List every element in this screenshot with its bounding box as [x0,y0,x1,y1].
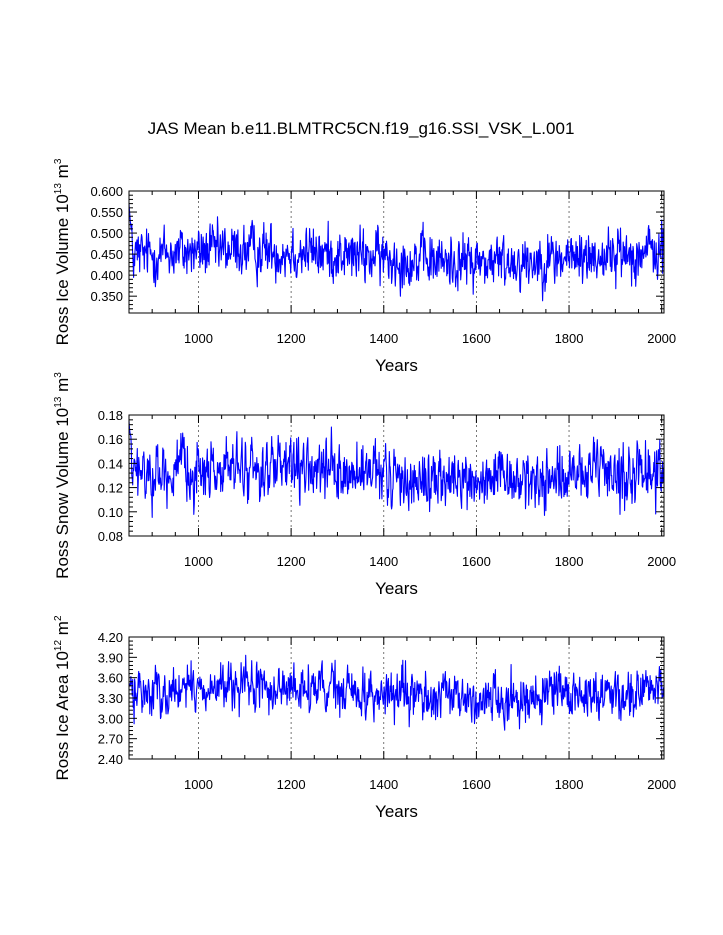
y-axis-title: Ross Snow Volume 1013 m3 [53,372,72,579]
series-line [128,421,665,518]
chart-title: JAS Mean b.e11.BLMTRC5CN.f19_g16.SSI_VSK… [148,119,575,138]
plot-frame [128,190,665,314]
series-line [128,654,665,731]
y-tick-label: 0.400 [90,268,123,283]
x-tick-label: 1400 [369,777,398,792]
panel-1: 1000 1200 1400 1600 1800 2000 0.350 0.400 0.450 0… [53,158,676,375]
x-tick-label: 1800 [555,777,584,792]
y-tick-label: 0.450 [90,247,123,262]
x-tick-label: 1200 [277,777,306,792]
y-tick-label: 0.14 [98,456,123,471]
y-tick-label: 3.30 [98,691,123,706]
x-tick-label: 2000 [647,554,676,569]
y-tick-label: 0.10 [98,505,123,520]
x-tick-label: 1000 [184,777,213,792]
y-tick-label: 0.16 [98,432,123,447]
y-tick-label: 0.600 [90,184,123,199]
y-tick-label: 4.20 [98,630,123,645]
x-axis-title: Years [375,579,418,598]
panel-3: 1000 1200 1400 1600 1800 2000 2.40 2.70 3.00 3.30… [53,615,676,821]
y-tick-label: 2.40 [98,752,123,767]
x-tick-label: 1800 [555,554,584,569]
x-axis-title: Years [375,802,418,821]
x-tick-label: 1000 [184,554,213,569]
x-tick-label: 1200 [277,554,306,569]
x-tick-label: 1800 [555,331,584,346]
x-tick-label: 1400 [369,554,398,569]
y-tick-label: 0.08 [98,529,123,544]
panels: 1000 1200 1400 1600 1800 2000 0.350 0.400 0.450 0… [53,158,676,821]
x-axis-title: Years [375,356,418,375]
y-tick-label: 2.70 [98,732,123,747]
x-tick-label: 1600 [462,331,491,346]
y-tick-label: 3.90 [98,650,123,665]
y-tick-label: 0.350 [90,289,123,304]
series-line [128,203,665,302]
y-tick-label: 3.00 [98,711,123,726]
x-tick-label: 2000 [647,777,676,792]
y-axis-title: Ross Ice Area 1012 m2 [53,615,72,780]
panel-2: 1000 1200 1400 1600 1800 2000 0.08 0.10 0.12 0.14… [53,372,676,598]
x-tick-label: 1000 [184,331,213,346]
y-axis-title: Ross Ice Volume 1013 m3 [53,158,72,345]
x-tick-label: 1600 [462,554,491,569]
x-tick-label: 1200 [277,331,306,346]
plot-frame [128,414,665,537]
x-tick-label: 2000 [647,331,676,346]
y-tick-label: 0.500 [90,226,123,241]
y-tick-label: 0.550 [90,205,123,220]
y-tick-label: 0.18 [98,408,123,423]
x-tick-label: 1400 [369,331,398,346]
y-tick-label: 3.60 [98,671,123,686]
y-tick-label: 0.12 [98,481,123,496]
x-tick-label: 1600 [462,777,491,792]
